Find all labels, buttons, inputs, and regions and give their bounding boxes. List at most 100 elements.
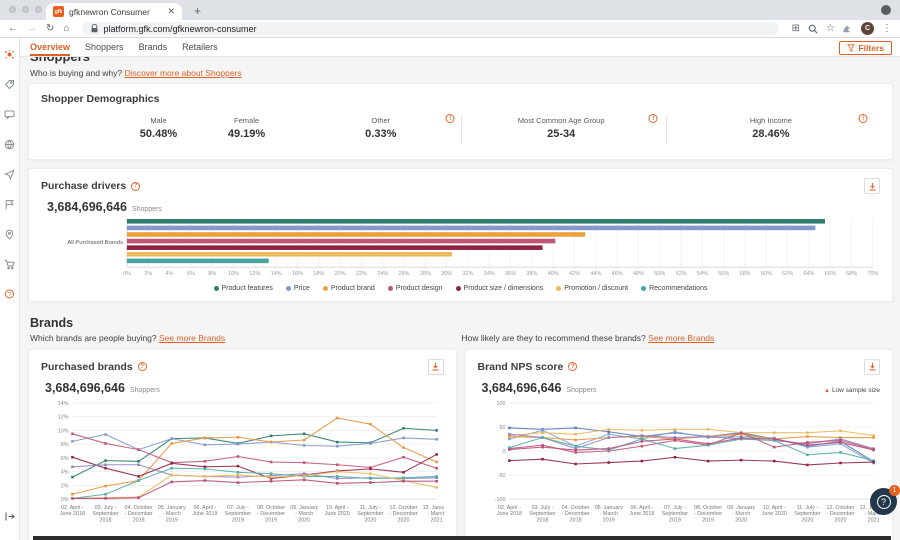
line-series-brand-dark-red [72,453,437,479]
home-icon[interactable]: ⌂ [63,22,70,34]
svg-text:40%: 40% [548,271,559,277]
tab-close-icon[interactable]: ✕ [167,6,175,16]
svg-text:18%: 18% [313,271,324,277]
legend-item[interactable]: Recommendations [641,285,707,292]
browser-tab[interactable]: gfk gfknewron Consumer ✕ [46,3,182,20]
download-icon [869,363,875,371]
download-button[interactable] [864,178,880,194]
low-sample-size-warning: ▲ Low sample size [823,387,880,395]
help-icon[interactable]: ? [137,362,147,372]
line-series-brand-teal [508,436,874,462]
svg-text:50%: 50% [654,271,665,277]
browser-menu-icon[interactable]: ⋮ [882,22,892,34]
sidebar-help-pin-icon[interactable]: ? [4,289,15,300]
svg-text:52%: 52% [676,271,687,277]
legend-label: Price [293,284,310,292]
legend-item[interactable]: Product features [213,285,273,292]
legend-item[interactable]: Promotion / discount [556,285,628,292]
line-series-brand-orange [72,417,437,495]
svg-text:14%: 14% [58,401,69,407]
forward-icon[interactable]: → [27,22,37,34]
line-series-brand-blue [72,433,437,451]
sidebar-globe-icon[interactable] [4,139,15,150]
purchased-brands-card: Purchased brands ? 3,684,696,646 Shopper… [28,348,457,540]
legend-item[interactable]: Product brand [322,284,375,292]
legend-label: Product brand [330,284,375,292]
gfk-favicon-icon: gfk [53,6,64,17]
sidebar-send-icon[interactable] [4,169,15,180]
see-more-brands-link[interactable]: See more Brands [648,332,715,343]
sidebar-expand-icon[interactable] [4,511,15,522]
legend-label: Product size / dimensions [463,284,544,292]
stat-divider [460,116,462,144]
window-zoom-button[interactable] [35,6,42,13]
bar-product-design [126,238,556,244]
window-close-button[interactable] [9,6,16,13]
bookmark-star-icon[interactable]: ☆ [826,22,835,34]
sidebar-cart-icon[interactable] [4,259,15,270]
sidebar-tag-icon[interactable] [4,79,15,90]
legend-item[interactable]: Price [285,284,310,292]
extensions-icon[interactable] [843,24,853,34]
tab-groups-icon[interactable]: ⊞ [791,22,801,34]
filters-button[interactable]: Filters [839,40,892,55]
svg-text:4%: 4% [166,271,174,277]
line-series-brand-rose [72,433,437,469]
svg-text:10. April -June 2020: 10. April -June 2020 [325,505,350,517]
sidebar-location-icon[interactable] [4,229,15,240]
help-fab-button[interactable]: ? 1 [870,485,900,515]
sidebar-feedback-icon[interactable] [4,109,15,120]
gfk-logo-icon[interactable] [4,49,15,60]
tab-shoppers[interactable]: Shoppers [85,42,124,52]
url-text: platform.gfk.com/gfknewron-consumer [103,23,257,34]
browser-status-icon [881,5,891,15]
bar-product-brand [126,232,586,237]
back-icon[interactable]: ← [8,22,18,34]
profile-avatar[interactable]: C [861,22,874,35]
tab-overview[interactable]: Overview [30,42,71,52]
legend-dot-icon [641,285,647,291]
download-button[interactable] [427,358,444,375]
help-icon[interactable]: ? [131,181,141,191]
legend-item[interactable]: Product design [387,285,443,292]
low-sample-warning-icon[interactable]: ! [648,114,658,123]
search-icon[interactable] [808,24,818,34]
legend-item[interactable]: Product size / dimensions [455,284,544,292]
discover-shoppers-link[interactable]: Discover more about Shoppers [124,68,242,78]
svg-text:2%: 2% [61,483,69,489]
address-bar[interactable]: platform.gfk.com/gfknewron-consumer [82,22,779,35]
new-tab-button[interactable]: + [194,4,202,18]
window-controls[interactable] [9,6,42,13]
brands-left-question: Which brands are people buying? See more… [30,332,226,343]
browser-toolbar: ← → ↻ ⌂ platform.gfk.com/gfknewron-consu… [0,20,900,38]
legend-dot-icon [322,285,328,291]
app-sidebar: ? [0,38,20,540]
tab-brands[interactable]: Brands [138,42,168,52]
low-sample-warning-icon[interactable]: ! [445,114,455,123]
app-tab-bar: Overview Shoppers Brands Retailers Filte… [20,38,900,57]
reload-icon[interactable]: ↻ [46,22,55,34]
shopper-count-label: Shoppers [129,386,160,394]
brands-right-question: How likely are they to recommend these b… [461,332,715,343]
low-sample-warning-icon[interactable]: ! [858,114,868,123]
download-button[interactable] [864,358,880,375]
shoppers-section-heading-clipped: Shoppers [30,57,893,66]
see-more-brands-link[interactable]: See more Brands [159,332,226,343]
svg-text:06. April -June 2019: 06. April -June 2019 [192,505,217,517]
svg-text:10%: 10% [58,428,69,434]
tab-retailers[interactable]: Retailers [182,42,218,52]
svg-text:12%: 12% [249,271,260,277]
sidebar-flag-icon[interactable] [4,199,15,210]
brand-nps-title: Brand NPS score [477,360,564,373]
svg-text:62%: 62% [782,271,793,277]
help-icon[interactable]: ? [568,362,578,372]
svg-text:34%: 34% [484,271,495,277]
window-minimize-button[interactable] [22,6,29,13]
